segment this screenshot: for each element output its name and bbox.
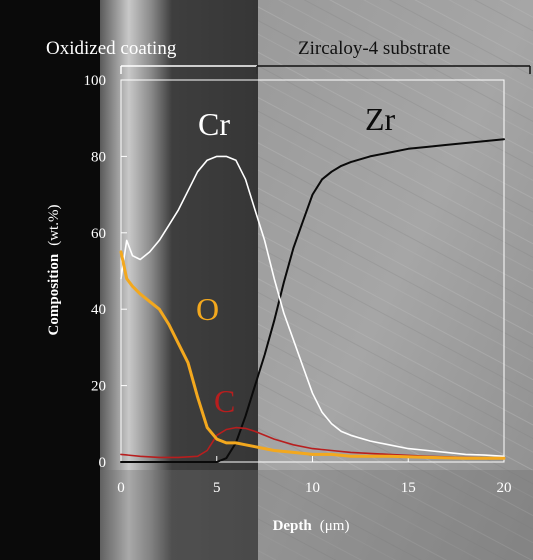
svg-text:Depth (μm): Depth (μm) [273,517,350,534]
series-line-c [120,426,505,459]
series-line-o [119,250,506,460]
y-tick-label-20: 20 [91,379,106,395]
resin-region [0,0,113,560]
substrate-scratches [258,0,533,560]
y-axis-title: Composition (wt.%) [45,205,62,336]
x-axis-title: Depth (μm) [273,517,350,534]
y-tick-label-60: 60 [91,226,106,242]
series-labels: Cr Zr O C [196,101,396,419]
region-bracket-1 [256,65,531,74]
y-tick-label-100: 100 [84,73,107,89]
y-tick-label-80: 80 [91,149,106,165]
y-axis-label: Composition [46,253,62,335]
x-tick-label-5: 5 [213,480,221,496]
series-label-cr: Cr [198,106,230,142]
x-tick-label-0: 0 [117,480,125,496]
region-annotations: Oxidized coating Zircaloy-4 substrate [46,38,531,74]
y-tick-label-40: 40 [91,302,106,318]
x-tick-label-20: 20 [497,480,512,496]
x-tick-label-10: 10 [305,480,320,496]
x-tick-label-15: 15 [401,480,416,496]
series-line-zr [120,138,505,463]
x-axis-unit: (μm) [320,518,350,534]
region-label-1: Zircaloy-4 substrate [298,38,450,59]
svg-text:Composition (wt.%): Composition (wt.%) [45,205,62,336]
y-tick-label-0: 0 [99,455,107,471]
series-label-zr: Zr [365,101,396,137]
region-label-0: Oxidized coating [46,38,177,59]
series-label-o: O [196,291,219,327]
lower-substrate-shading [100,470,533,560]
y-axis-unit: (wt.%) [46,205,62,246]
axes: 0 5 10 15 20 0 20 40 60 80 100 [84,73,512,496]
series-label-c: C [214,383,235,419]
series-line-cr [120,155,505,458]
data-series [119,138,506,463]
x-axis-label: Depth [273,518,313,534]
